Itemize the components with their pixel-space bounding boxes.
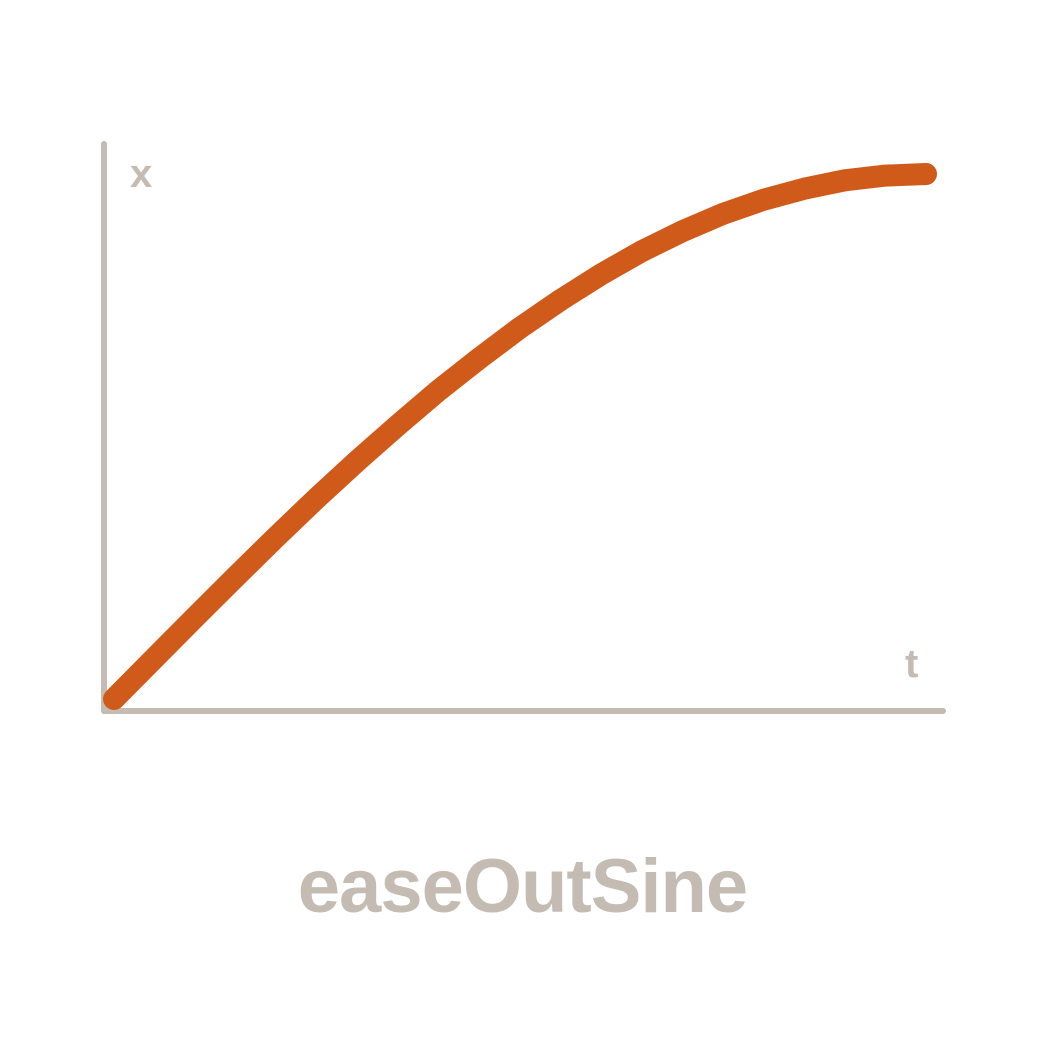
x-axis-label: t bbox=[905, 642, 918, 686]
chart-title: easeOutSine bbox=[297, 844, 748, 929]
axes: x t bbox=[101, 141, 946, 714]
y-axis-label: x bbox=[130, 152, 152, 196]
series-layer bbox=[103, 163, 937, 710]
series-line-0 bbox=[103, 163, 937, 710]
